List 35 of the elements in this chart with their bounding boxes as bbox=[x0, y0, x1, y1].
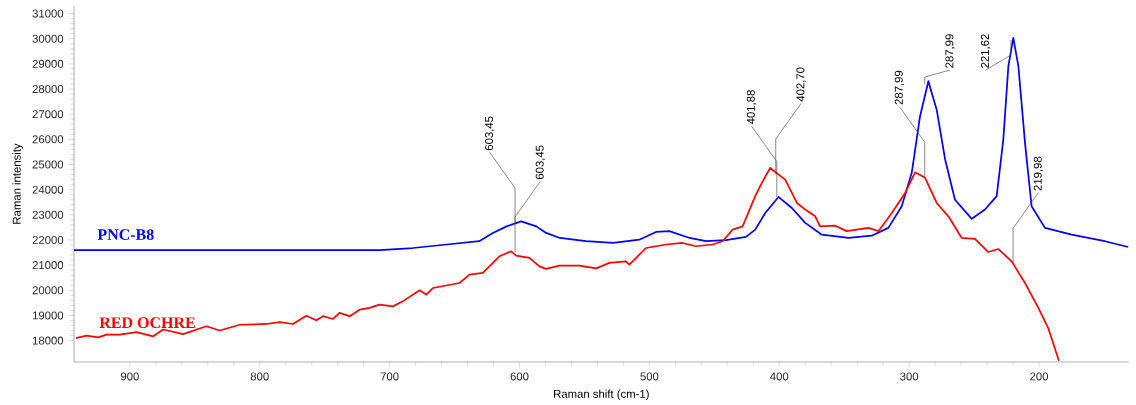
x-tick-label: 400 bbox=[770, 372, 789, 381]
x-tick-label: 800 bbox=[250, 372, 269, 381]
x-tick-label: 600 bbox=[510, 372, 529, 381]
x-tick-label: 700 bbox=[380, 372, 399, 381]
annotation: 603,45 bbox=[535, 145, 545, 179]
y-tick-label: 18000 bbox=[32, 336, 64, 345]
y-tick-label: 26000 bbox=[32, 135, 64, 144]
y-axis-title: Raman intensity bbox=[12, 143, 23, 224]
y-tick-label: 20000 bbox=[32, 286, 64, 295]
x-tick-label: 900 bbox=[120, 372, 139, 381]
annotation: 603,45 bbox=[485, 116, 495, 150]
y-tick-label: 19000 bbox=[32, 311, 64, 320]
y-tick-label: 28000 bbox=[32, 84, 64, 93]
annotation: 402,70 bbox=[796, 67, 806, 102]
x-tick-label: 200 bbox=[1030, 372, 1049, 381]
y-tick-label: 25000 bbox=[32, 160, 64, 169]
annotation: 401,88 bbox=[746, 90, 757, 124]
x-axis-title: Raman shift (cm-1) bbox=[554, 389, 649, 400]
y-tick-label: 23000 bbox=[32, 210, 64, 219]
y-tick-label: 30000 bbox=[32, 34, 64, 43]
line-series bbox=[73, 36, 1130, 251]
annotation: 287,99 bbox=[945, 34, 955, 68]
annotation: 219,98 bbox=[1033, 156, 1044, 191]
series-label: PNC-B8 bbox=[97, 229, 154, 240]
y-tick-label: 24000 bbox=[32, 185, 64, 194]
x-tick-label: 300 bbox=[900, 372, 919, 381]
y-tick-label: 21000 bbox=[32, 260, 64, 269]
y-tick-label: 27000 bbox=[32, 110, 64, 119]
y-tick-label: 29000 bbox=[32, 59, 64, 68]
annotation: 221,62 bbox=[980, 34, 991, 68]
x-tick-label: 500 bbox=[640, 372, 659, 381]
series-label: RED OCHRE bbox=[99, 317, 195, 328]
y-tick-label: 31000 bbox=[32, 9, 64, 18]
annotation: 287,99 bbox=[894, 70, 905, 105]
y-tick-label: 22000 bbox=[32, 235, 64, 244]
